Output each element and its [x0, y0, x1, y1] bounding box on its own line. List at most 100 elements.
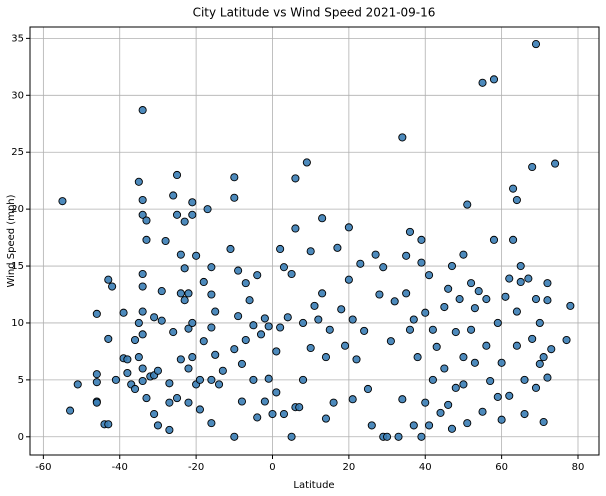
- point: [539, 417, 548, 427]
- point: [123, 368, 132, 378]
- point: [528, 162, 537, 172]
- point: [428, 325, 437, 334]
- point: [161, 236, 170, 246]
- point: [428, 375, 437, 384]
- x-tick-label: -60: [35, 462, 51, 473]
- point: [138, 376, 147, 386]
- point: [352, 355, 361, 364]
- point: [157, 316, 166, 325]
- point: [92, 398, 101, 407]
- point: [509, 184, 518, 193]
- point: [497, 415, 506, 424]
- point: [230, 345, 239, 354]
- point: [539, 353, 548, 362]
- point: [535, 359, 544, 368]
- point: [138, 195, 147, 205]
- point: [237, 397, 246, 406]
- point: [425, 421, 434, 430]
- point: [341, 341, 350, 350]
- point: [188, 210, 197, 219]
- point: [402, 251, 411, 260]
- point: [207, 323, 216, 332]
- point: [260, 397, 269, 406]
- x-tick-label: 40: [419, 462, 432, 473]
- point: [447, 261, 457, 271]
- point: [543, 279, 552, 288]
- point: [474, 287, 483, 296]
- point: [138, 282, 147, 291]
- point: [516, 277, 525, 287]
- point: [379, 263, 388, 272]
- point: [478, 407, 487, 416]
- point: [234, 266, 243, 275]
- point: [188, 318, 197, 328]
- point: [417, 235, 426, 244]
- point: [172, 210, 182, 219]
- point: [279, 263, 288, 272]
- point: [207, 263, 216, 272]
- point: [153, 421, 162, 430]
- point: [505, 391, 514, 400]
- point: [165, 398, 174, 407]
- point: [337, 305, 346, 314]
- point: [459, 380, 468, 389]
- point: [451, 328, 460, 337]
- point: [58, 197, 67, 206]
- point: [195, 375, 204, 384]
- point: [375, 290, 384, 299]
- point: [142, 394, 151, 403]
- point: [172, 394, 182, 403]
- point: [138, 210, 147, 219]
- point: [486, 376, 495, 386]
- point: [405, 227, 415, 236]
- point: [104, 275, 113, 284]
- point: [409, 315, 418, 324]
- point: [249, 321, 258, 330]
- point: [367, 421, 376, 430]
- point: [333, 243, 342, 252]
- point: [283, 313, 292, 322]
- point: [264, 322, 273, 331]
- point: [562, 335, 571, 345]
- chart-title: City Latitude vs Wind Speed 2021-09-16: [193, 6, 436, 20]
- point: [547, 345, 556, 354]
- point: [165, 425, 174, 435]
- point: [356, 259, 365, 268]
- point: [153, 366, 162, 375]
- point: [489, 235, 499, 244]
- point: [226, 244, 235, 254]
- x-axis-label: Latitude: [293, 480, 334, 491]
- point: [165, 379, 174, 388]
- point: [467, 279, 476, 288]
- point: [295, 403, 304, 412]
- point: [176, 289, 185, 298]
- point: [302, 158, 311, 167]
- point: [417, 432, 426, 441]
- point: [230, 432, 239, 441]
- point: [348, 315, 357, 324]
- point: [444, 284, 453, 293]
- point: [497, 358, 506, 367]
- x-tick-label: 60: [495, 462, 508, 473]
- x-tick-label: -20: [188, 462, 204, 473]
- point: [142, 235, 151, 244]
- point: [394, 432, 403, 441]
- point: [329, 398, 338, 407]
- point: [444, 400, 453, 409]
- point: [176, 250, 185, 259]
- x-tick-label: 20: [343, 462, 356, 473]
- point: [111, 375, 120, 384]
- point: [436, 408, 445, 417]
- point: [459, 250, 468, 259]
- point: [505, 274, 514, 283]
- point: [470, 358, 479, 367]
- point: [463, 200, 472, 209]
- point: [371, 250, 380, 259]
- point: [268, 409, 277, 419]
- point: [169, 328, 178, 337]
- point: [344, 223, 353, 232]
- point: [531, 295, 541, 304]
- y-tick-label: 5: [18, 375, 24, 386]
- point: [528, 334, 537, 343]
